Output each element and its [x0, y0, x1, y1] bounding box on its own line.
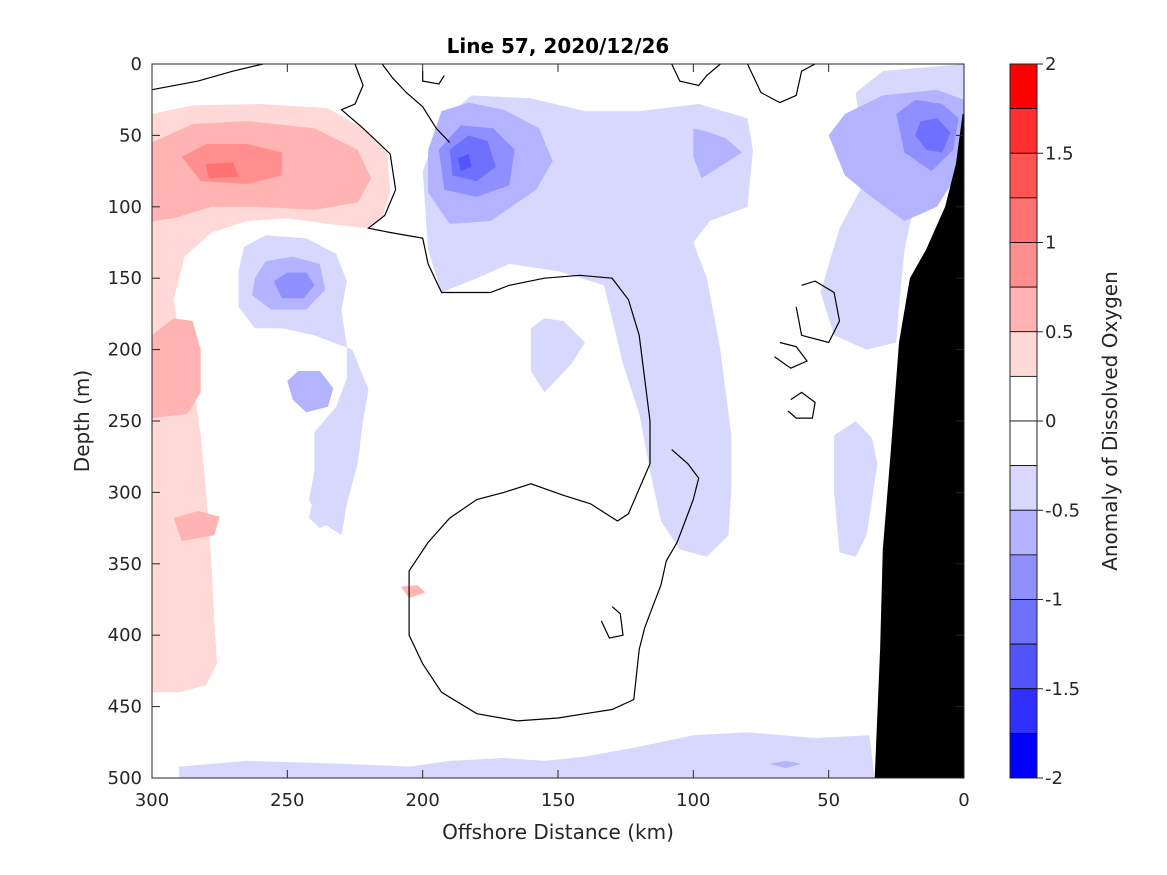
x-tick-label: 0 — [958, 790, 969, 811]
colorbar-tick-labels: 2 1.5 1 0.5 0 -0.5 -1 -1.5 -2 — [1045, 54, 1080, 789]
zero-contour-line-3 — [381, 63, 451, 143]
colorbar-tick-label: -2 — [1045, 768, 1063, 789]
y-tick-label: 0 — [131, 54, 142, 75]
y-tick-label: 450 — [108, 697, 142, 718]
y-tick-label: 200 — [108, 340, 142, 361]
zero-contour-line-9 — [787, 391, 816, 419]
y-tick-label: 50 — [119, 125, 142, 146]
zero-contour-line-10 — [600, 606, 624, 639]
x-tick-label: 200 — [405, 790, 439, 811]
contour-region-negative-west-peak — [273, 272, 315, 299]
y-tick-label: 300 — [108, 482, 142, 503]
bathymetry-shelf — [874, 114, 964, 778]
colorbar-tick-label: -1.5 — [1045, 679, 1080, 700]
y-tick-label: 100 — [108, 197, 142, 218]
chart-title: Line 57, 2020/12/26 — [447, 34, 670, 58]
colorbar-tick-label: 0.5 — [1045, 322, 1074, 343]
x-tick-label: 150 — [541, 790, 575, 811]
zero-contour-line-6 — [671, 63, 721, 87]
colorbar-swatch — [1009, 152, 1038, 199]
contour-region-negative-bottom-band — [179, 732, 875, 778]
zero-contour-layer — [151, 63, 841, 722]
colorbar-swatches — [1009, 63, 1038, 779]
contour-region-negative-west-core-2 — [287, 371, 334, 413]
colorbar-title: Anomaly of Dissolved Oxygen — [1098, 271, 1122, 571]
y-tick-label: 150 — [108, 268, 142, 289]
y-tick-label: 500 — [108, 768, 142, 789]
colorbar-tick-label: 0 — [1045, 411, 1056, 432]
colorbar-swatch — [1009, 599, 1038, 645]
contour-region-negative-bottom-spot — [769, 760, 802, 768]
x-tick-label: 100 — [676, 790, 710, 811]
colorbar-swatch — [1009, 108, 1038, 154]
zero-contour-line-5 — [746, 63, 816, 104]
contour-region-negative-lobe — [530, 318, 586, 393]
contour-fill-layer — [152, 64, 964, 778]
contour-region-negative-upper-dot — [457, 154, 472, 172]
zero-contour-line-4 — [422, 71, 445, 85]
x-tick-label: 50 — [817, 790, 840, 811]
colorbar: 2 1.5 1 0.5 0 -0.5 -1 -1.5 -2 Anomaly of Dissolv… — [1009, 54, 1122, 789]
x-tick-labels: 300 250 200 150 100 50 0 — [135, 790, 970, 811]
colorbar-swatch — [1009, 465, 1038, 511]
zero-contour-line-1 — [151, 63, 264, 91]
colorbar-swatch — [1009, 554, 1038, 600]
colorbar-swatch — [1009, 732, 1038, 779]
colorbar-tick-label: 1.5 — [1045, 143, 1074, 164]
colorbar-swatch — [1009, 242, 1038, 288]
colorbar-swatch — [1009, 375, 1038, 422]
contour-region-positive-upper-peak-2 — [206, 162, 239, 179]
colorbar-swatch — [1009, 688, 1038, 734]
colorbar-swatch — [1009, 509, 1038, 556]
colorbar-tick-label: -1 — [1045, 590, 1063, 611]
zero-contour-line-8 — [774, 341, 808, 369]
contour-region-negative-east-deep-blob — [834, 421, 878, 557]
contour-region-negative-deep-west-spot — [309, 488, 342, 529]
contour-region-positive-speck — [401, 585, 426, 599]
contour-region-negative-east-peak — [915, 118, 951, 153]
y-tick-label: 250 — [108, 411, 142, 432]
zero-contour-line-7 — [795, 280, 841, 344]
plot-frame — [151, 63, 965, 779]
colorbar-tick-marks — [1037, 63, 1043, 779]
contour-region-negative-upper-secondary — [693, 128, 743, 179]
colorbar-swatch — [1009, 420, 1038, 467]
x-tick-label: 250 — [270, 790, 304, 811]
colorbar-swatch — [1009, 286, 1038, 333]
bathymetry-layer — [874, 114, 964, 778]
colorbar-swatch — [1009, 331, 1038, 377]
colorbar-tick-label: -0.5 — [1045, 500, 1080, 521]
y-tick-labels: 0 50 100 150 200 250 300 350 400 450 500 — [108, 54, 142, 789]
colorbar-tick-label: 2 — [1045, 54, 1056, 75]
colorbar-tick-label: 1 — [1045, 233, 1056, 254]
colorbar-swatch — [1009, 643, 1038, 690]
colorbar-swatch — [1009, 63, 1038, 110]
zero-contour-line-2 — [340, 63, 700, 722]
contour-region-positive-mid-core — [152, 318, 201, 419]
x-tick-label: 300 — [135, 790, 169, 811]
plot-area — [151, 63, 965, 779]
colorbar-swatch — [1009, 197, 1038, 243]
contour-region-positive-deep-spot — [173, 511, 220, 541]
colorbar-frame — [1009, 63, 1038, 779]
contour-region-negative-west-blob — [238, 235, 369, 536]
y-axis-title: Depth (m) — [70, 370, 94, 472]
y-tick-label: 400 — [108, 625, 142, 646]
y-tick-label: 350 — [108, 554, 142, 575]
x-axis-title: Offshore Distance (km) — [442, 820, 674, 844]
